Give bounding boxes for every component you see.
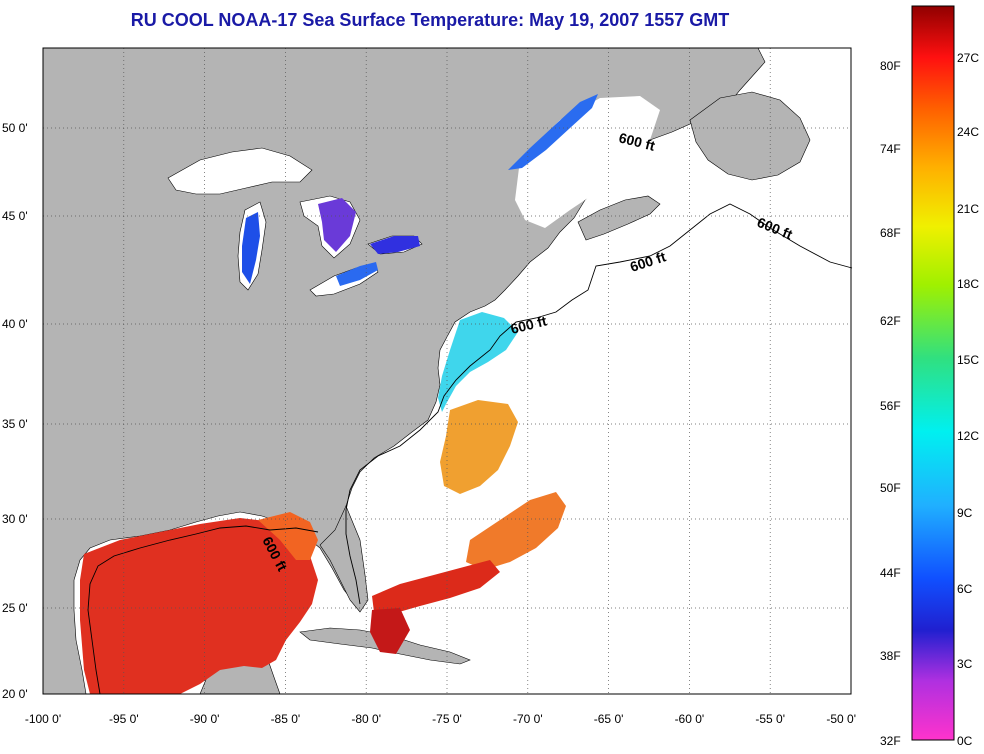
colorbar-c-label: 9C	[957, 506, 973, 520]
colorbar-f-label: 32F	[880, 734, 901, 748]
y-tick-label: 25 0'	[2, 601, 28, 615]
land-nova-scotia	[577, 195, 661, 241]
colorbar-c-labels: 27C 24C 21C 18C 15C 12C 9C 6C 3C 0C	[957, 51, 979, 748]
colorbar-c-label: 6C	[957, 582, 973, 596]
y-tick-label: 40 0'	[2, 317, 28, 331]
sst-sargasso	[466, 492, 566, 570]
x-tick-label: -65 0'	[594, 712, 624, 726]
x-tick-label: -60 0'	[675, 712, 705, 726]
sst-st-lawrence	[508, 94, 598, 170]
colorbar	[911, 5, 955, 741]
lake-superior	[167, 147, 313, 195]
colorbar-c-label: 12C	[957, 429, 979, 443]
x-tick-label: -95 0'	[109, 712, 139, 726]
x-tick-label: -80 0'	[351, 712, 381, 726]
land-florida	[319, 505, 369, 613]
gridlines	[43, 48, 851, 694]
x-tick-label: -55 0'	[755, 712, 785, 726]
colorbar-c-label: 3C	[957, 657, 973, 671]
map-title: RU COOL NOAA-17 Sea Surface Temperature:…	[130, 10, 730, 30]
colorbar-c-label: 24C	[957, 125, 979, 139]
colorbar-f-label: 38F	[880, 649, 901, 663]
colorbar-c-label: 21C	[957, 202, 979, 216]
sst-gulf-of-mexico	[80, 518, 318, 694]
colorbar-f-label: 80F	[880, 59, 901, 73]
sst-lake-huron	[318, 198, 356, 252]
colorbar-c-label: 27C	[957, 51, 979, 65]
sst-lake-michigan	[242, 212, 260, 284]
sst-gulf-stream-north	[440, 400, 518, 494]
colorbar-c-label: 0C	[957, 734, 973, 748]
land-newfoundland	[689, 91, 811, 181]
x-tick-label: -75 0'	[432, 712, 462, 726]
x-axis: -100 0' -95 0' -90 0' -85 0' -80 0' -75 …	[25, 712, 856, 726]
colorbar-f-labels: 80F 74F 68F 62F 56F 50F 44F 38F 32F	[880, 59, 901, 748]
sst-lake-ontario	[370, 236, 420, 254]
colorbar-f-label: 50F	[880, 481, 901, 495]
y-tick-label: 20 0'	[2, 687, 28, 701]
colorbar-f-label: 68F	[880, 226, 901, 240]
colorbar-f-label: 56F	[880, 399, 901, 413]
y-tick-label: 50 0'	[2, 121, 28, 135]
x-tick-label: -70 0'	[513, 712, 543, 726]
colorbar-f-label: 62F	[880, 314, 901, 328]
colorbar-f-label: 74F	[880, 142, 901, 156]
y-tick-label: 30 0'	[2, 512, 28, 526]
isobath-600ft	[345, 203, 853, 605]
y-tick-label: 45 0'	[2, 209, 28, 223]
sst-gulf-shelf	[258, 512, 318, 560]
sst-bahamas	[370, 608, 410, 654]
colorbar-f-label: 44F	[880, 566, 901, 580]
x-tick-label: -85 0'	[271, 712, 301, 726]
x-tick-label: -50 0'	[826, 712, 856, 726]
y-axis: 50 0' 45 0' 40 0' 35 0' 30 0' 25 0' 20 0…	[2, 121, 28, 701]
isobath-gulf	[87, 525, 319, 695]
y-tick-label: 35 0'	[2, 417, 28, 431]
colorbar-c-label: 15C	[957, 353, 979, 367]
x-tick-label: -100 0'	[25, 712, 61, 726]
colorbar-c-label: 18C	[957, 277, 979, 291]
map-frame	[42, 47, 852, 695]
sst-mid-atlantic-shelf	[438, 312, 518, 412]
x-tick-label: -90 0'	[190, 712, 220, 726]
sst-florida-straits	[372, 560, 500, 614]
sst-lake-erie	[336, 262, 378, 286]
